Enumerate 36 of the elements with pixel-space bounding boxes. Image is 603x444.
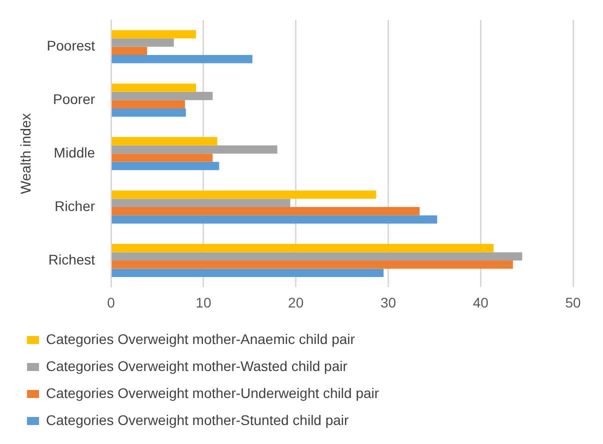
y-axis-title: Wealth index bbox=[17, 113, 34, 194]
y-tick-label: Richer bbox=[54, 198, 96, 214]
bar bbox=[112, 215, 438, 224]
bar bbox=[112, 162, 220, 170]
bar bbox=[112, 145, 278, 154]
bar bbox=[112, 46, 148, 56]
bar bbox=[112, 252, 522, 260]
x-tick-label: 10 bbox=[196, 294, 212, 310]
bar bbox=[112, 84, 196, 92]
x-tick-label: 0 bbox=[107, 294, 116, 310]
bar bbox=[112, 190, 376, 199]
bar bbox=[112, 108, 186, 117]
y-tick-label: Poorest bbox=[46, 38, 96, 54]
bar bbox=[112, 154, 213, 162]
bar bbox=[112, 100, 185, 108]
legend-label: Categories Overweight mother-Wasted child pair bbox=[46, 358, 348, 374]
legend-label: Categories Overweight mother-Anaemic child pair bbox=[46, 330, 356, 347]
bar bbox=[112, 55, 252, 64]
y-tick-label: Richest bbox=[48, 251, 96, 268]
y-tick-label: Poorer bbox=[53, 91, 96, 108]
x-tick-label: 40 bbox=[472, 294, 489, 310]
bar bbox=[112, 38, 174, 47]
x-tick-label: 20 bbox=[288, 294, 304, 310]
bar bbox=[112, 260, 513, 269]
bar bbox=[112, 207, 420, 216]
bar bbox=[112, 198, 290, 208]
bar bbox=[112, 268, 384, 278]
legend-label: Categories Overweight mother-Stunted child pair bbox=[46, 412, 350, 428]
legend-label: Categories Overweight mother-Underweight child pair bbox=[46, 384, 380, 401]
y-tick-label: Middle bbox=[54, 144, 96, 160]
bar bbox=[112, 92, 213, 100]
bar bbox=[112, 244, 494, 252]
bar bbox=[112, 30, 196, 38]
bar bbox=[112, 137, 218, 146]
x-tick-label: 30 bbox=[380, 294, 396, 310]
x-tick-label: 50 bbox=[565, 294, 581, 310]
